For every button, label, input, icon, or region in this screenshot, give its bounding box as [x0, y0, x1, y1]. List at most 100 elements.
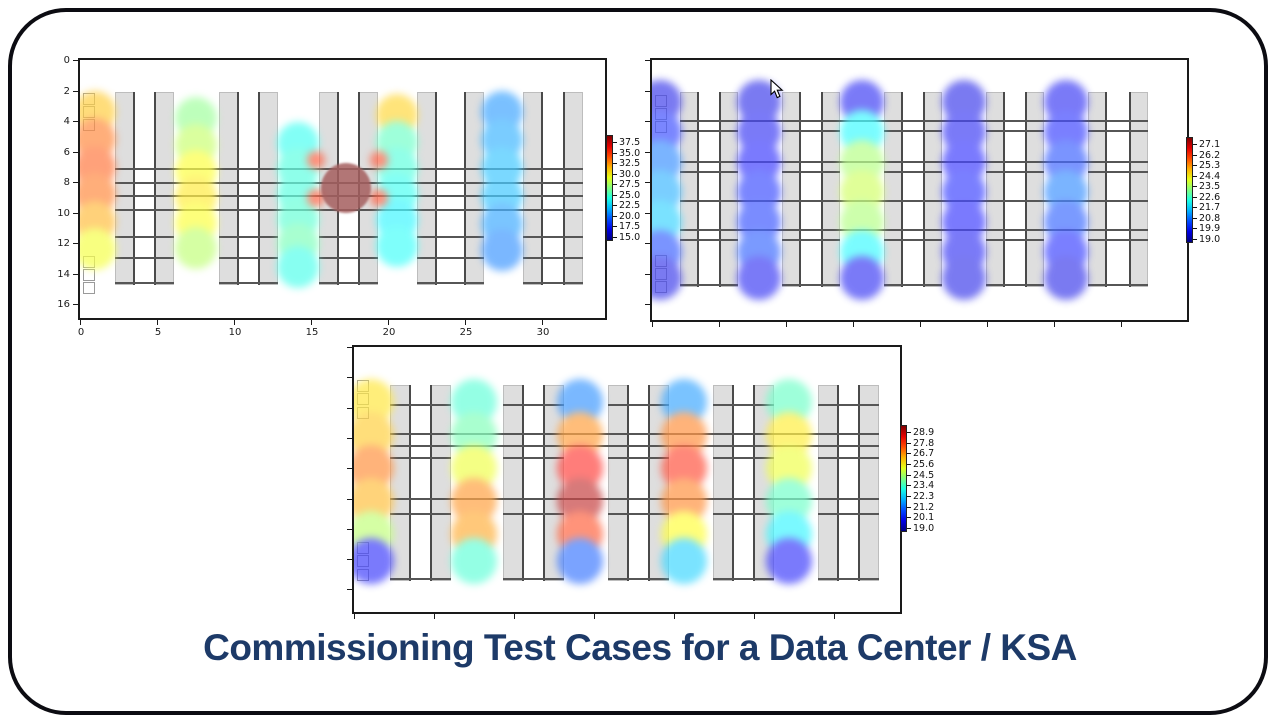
mouse-cursor-icon: [770, 79, 784, 99]
rack-containment-line: [821, 92, 823, 287]
rack-shelf-line: [986, 229, 1044, 232]
x-axis-tick: [1054, 322, 1055, 327]
y-axis-tick: [73, 304, 78, 305]
rack-shelf-line: [219, 282, 278, 285]
rack-shelf-line: [390, 433, 451, 435]
temperature-blob-layer: [80, 60, 605, 318]
colorbar: [1186, 137, 1193, 243]
colorbar-tick: [613, 163, 617, 165]
rack-shelf-line: [1088, 170, 1148, 173]
rack-shelf-line: [713, 433, 774, 435]
y-axis-tick: [347, 528, 352, 530]
x-axis-tick-label: 20: [382, 327, 396, 338]
sensor-temperature-blob: [451, 538, 497, 584]
rack-shelf-line: [884, 130, 942, 132]
rack-shelf-line: [782, 284, 840, 287]
rack-shelf-line: [818, 444, 879, 447]
sensor-temperature-blob: [80, 228, 116, 270]
rack-shelf-line: [884, 161, 942, 164]
colorbar-tick-label: 32.5: [619, 158, 641, 170]
y-axis-tick: [73, 273, 78, 275]
y-axis-tick-label: 6: [63, 146, 70, 158]
rack-shelf-line: [884, 200, 942, 203]
plot-area: [80, 60, 605, 318]
rack-shelf-line: [782, 170, 840, 173]
rack-shelf-line: [884, 170, 942, 173]
x-axis-tick: [157, 320, 158, 325]
y-axis-tick: [645, 243, 650, 244]
rack-containment-line: [237, 92, 239, 285]
temperature-map-1: 0 5 10 15 20 25 30 0 2 4 6 8 10 12 14 16: [57, 56, 607, 338]
colorbar-tick-label: 26.7: [913, 448, 935, 460]
colorbar-tick: [907, 464, 911, 465]
x-axis-tick: [234, 320, 235, 325]
colorbar-tick: [907, 442, 911, 444]
x-axis-tick: [80, 320, 81, 325]
colorbar-tick-label: 23.5: [1199, 181, 1221, 193]
colorbar-tick-label: 20.0: [619, 210, 641, 222]
hot-spot-marker: [321, 163, 371, 213]
hot-exhaust-accent-blob: [307, 151, 325, 169]
rack-shelf-line: [115, 282, 174, 285]
colorbar-tick-label: 21.7: [1199, 202, 1221, 214]
y-axis-tick: [645, 60, 650, 61]
x-axis-tick-label: 15: [305, 327, 319, 338]
colorbar-tick-label: 25.0: [619, 189, 641, 201]
rack-shelf-line: [986, 200, 1044, 203]
rack-shelf-line: [986, 120, 1044, 123]
rack-containment-line: [154, 92, 156, 285]
rack-shelf-line: [1088, 120, 1148, 123]
y-axis-tick: [73, 60, 78, 61]
rack-shelf-line: [782, 120, 840, 123]
rack-shelf-line: [115, 181, 174, 184]
colorbar-tick: [1193, 228, 1197, 230]
rack-shelf-line: [503, 497, 564, 500]
rack-shelf-line: [818, 433, 879, 435]
y-axis-tick-label: 4: [63, 116, 70, 127]
colorbar-tick: [1193, 165, 1197, 167]
rack-shelf-line: [608, 433, 669, 435]
colorbar-tick-label: 19.0: [1199, 234, 1221, 245]
x-axis-tick: [719, 322, 720, 327]
x-axis-tick: [652, 322, 653, 327]
rack-shelf-line: [713, 403, 774, 406]
rack-shelf-line: [523, 235, 583, 238]
x-axis-tick: [987, 322, 988, 327]
colorbar-tick-label: 22.3: [913, 491, 935, 502]
rack-shelf-line: [503, 444, 564, 447]
y-axis-tick: [73, 151, 78, 153]
rack-shelf-line: [319, 282, 378, 285]
sensor-temperature-blob: [840, 256, 884, 300]
x-axis-tick-label: 0: [77, 327, 85, 338]
rack-shelf-line: [884, 120, 942, 123]
y-axis-tick: [645, 212, 650, 214]
plot-area: [652, 60, 1187, 320]
colorbar-tick: [1193, 196, 1197, 198]
rack-shelf-line: [390, 444, 451, 447]
y-axis-tick: [73, 121, 78, 122]
colorbar-tick-label: 25.3: [1199, 160, 1221, 172]
rack-containment-line: [719, 92, 721, 287]
rack-shelf-line: [1088, 284, 1148, 287]
rack-shelf-line: [713, 513, 774, 516]
rack-shelf-line: [713, 444, 774, 447]
rack-shelf-line: [884, 229, 942, 232]
x-axis-tick: [754, 614, 755, 619]
y-axis-tick: [347, 437, 352, 439]
y-axis-tick-label: 8: [63, 177, 70, 188]
sensor-temperature-blob: [942, 256, 986, 300]
rack-shelf-line: [713, 497, 774, 500]
x-axis-tick: [853, 322, 854, 327]
x-axis-tick: [1121, 322, 1122, 327]
rack-containment-line: [563, 92, 565, 285]
rack-shelf-line: [680, 229, 738, 232]
rack-containment-line: [464, 92, 466, 285]
rack-shelf-line: [608, 444, 669, 447]
x-axis-tick: [311, 320, 312, 325]
rack-shelf-line: [680, 284, 738, 287]
x-axis-tick: [388, 320, 389, 325]
colorbar-tick-label: 24.4: [1199, 170, 1221, 182]
colorbar-tick-label: 37.5: [619, 137, 641, 148]
colorbar-tick: [1193, 154, 1197, 156]
colorbar-tick-label: 19.0: [913, 523, 935, 534]
